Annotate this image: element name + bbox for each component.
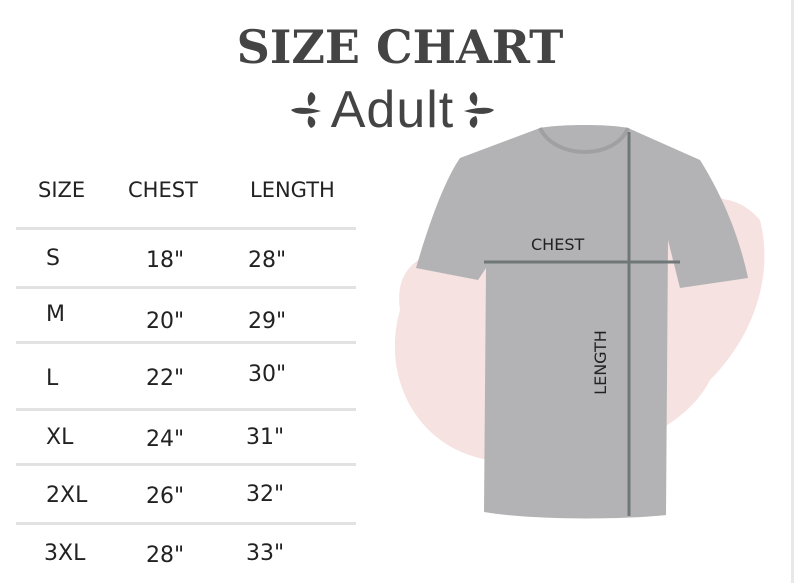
length-label: LENGTH: [590, 330, 610, 395]
image-edge: [791, 0, 794, 583]
chest-cell: 18": [146, 248, 185, 273]
length-cell: 31": [246, 425, 285, 450]
length-cell: 32": [246, 482, 285, 507]
divider: [16, 227, 356, 230]
length-cell: 33": [246, 541, 285, 566]
divider: [16, 286, 356, 289]
length-cell: 28": [248, 248, 287, 273]
divider: [16, 463, 356, 466]
size-cell: M: [46, 302, 65, 327]
chest-cell: 24": [146, 427, 185, 452]
chest-cell: 22": [146, 366, 185, 391]
size-cell: XL: [46, 425, 74, 450]
decorative-splash-icon: [464, 92, 495, 128]
tshirt-diagram: [394, 125, 765, 519]
chest-label: CHEST: [531, 235, 585, 254]
tshirt-collar: [538, 127, 630, 154]
header-length: LENGTH: [250, 178, 335, 202]
subtitle-text: Adult: [330, 81, 455, 139]
size-cell: 2XL: [46, 483, 88, 508]
divider: [16, 522, 356, 525]
subtitle: Adult: [240, 78, 545, 142]
chest-cell: 20": [146, 309, 185, 334]
divider: [16, 408, 356, 411]
length-cell: 30": [248, 362, 287, 387]
header-size: SIZE: [38, 178, 86, 202]
size-cell: 3XL: [44, 541, 86, 566]
page-title: SIZE CHART: [236, 20, 564, 74]
chest-cell: 26": [146, 484, 185, 509]
header-chest: CHEST: [128, 178, 198, 202]
length-cell: 29": [248, 309, 287, 334]
size-cell: L: [46, 366, 59, 391]
decorative-splash-icon: [290, 92, 321, 128]
tshirt-shape: [416, 125, 748, 519]
chest-cell: 28": [146, 543, 185, 568]
size-cell: S: [46, 246, 60, 271]
divider: [16, 341, 356, 344]
